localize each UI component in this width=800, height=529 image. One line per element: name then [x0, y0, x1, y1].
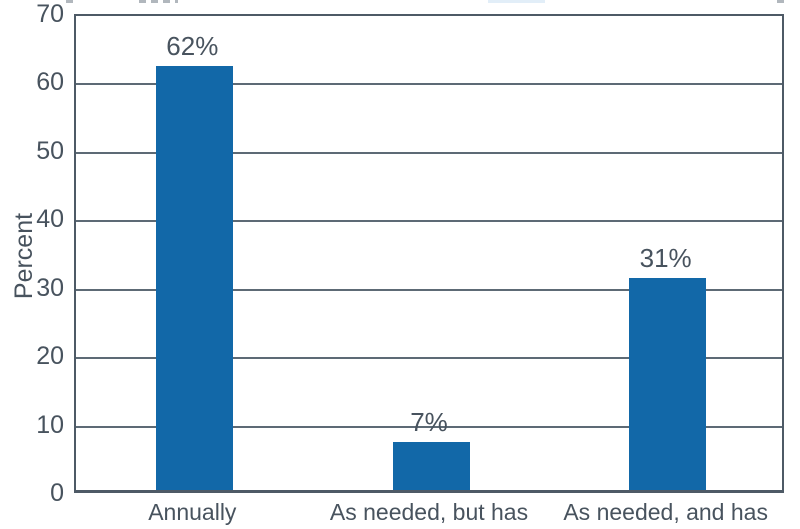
x-category-label-1: Annually: [148, 499, 237, 525]
y-tick-label-60: 60: [36, 68, 64, 97]
cropped-highlight-fragment: [488, 0, 545, 3]
cropped-text-fragment: [139, 0, 178, 3]
bar-2: [392, 442, 470, 490]
bar-value-label-1: 62%: [166, 30, 219, 61]
plot-area: [74, 14, 784, 493]
gridline-50: [76, 151, 782, 154]
y-tick-label-50: 50: [36, 136, 64, 165]
bar-value-label-2: 7%: [410, 407, 448, 438]
y-tick-label-0: 0: [50, 479, 64, 507]
bar-3: [629, 277, 707, 490]
bar-1: [155, 65, 233, 490]
y-tick-label-40: 40: [36, 205, 64, 234]
cropped-text-fragment: [66, 0, 78, 3]
gridline-40: [76, 220, 782, 223]
bar-value-label-3: 31%: [639, 242, 692, 273]
x-category-label-2: As needed, but has: [329, 499, 529, 525]
gridline-60: [76, 83, 782, 86]
cropped-text-fragment: [777, 0, 788, 3]
y-tick-label-20: 20: [36, 342, 64, 371]
y-tick-label-10: 10: [36, 410, 64, 439]
y-tick-label-70: 70: [36, 0, 64, 28]
y-tick-label-30: 30: [36, 273, 64, 302]
x-category-label-3: As needed, and has: [563, 499, 768, 525]
gridline-10: [76, 425, 782, 428]
gridline-30: [76, 288, 782, 291]
gridline-20: [76, 357, 782, 360]
